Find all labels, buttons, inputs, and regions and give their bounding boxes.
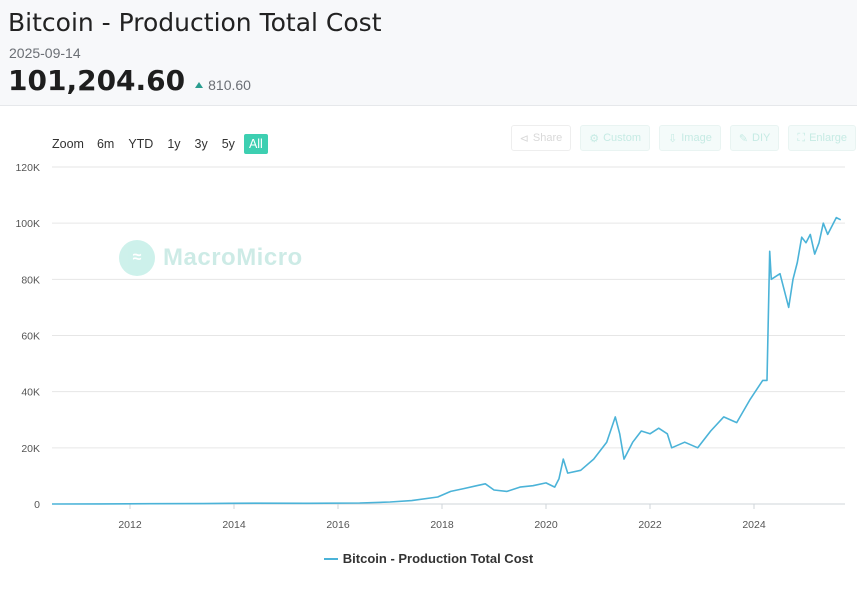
custom-label: Custom — [603, 132, 642, 144]
grid-lines — [52, 166, 845, 505]
series-line — [51, 216, 842, 505]
enlarge-label: Enlarge — [809, 132, 847, 144]
range-selector: Zoom 6m YTD 1y 3y 5y All — [52, 134, 272, 154]
pencil-icon: ✎ — [738, 132, 749, 145]
x-tick-label: 2022 — [638, 519, 662, 531]
diy-button[interactable]: ✎ DIY — [729, 125, 780, 151]
change-amount: 810.60 — [208, 77, 251, 93]
chart-toolbar: ⊲ Share ⚙ Custom ⇩ Image ✎ DIY ⛶ Enlarge — [502, 125, 856, 151]
image-label: Image — [681, 132, 712, 144]
series-group — [51, 216, 842, 505]
enlarge-button[interactable]: ⛶ Enlarge — [788, 125, 856, 151]
range-button-6m[interactable]: 6m — [96, 137, 115, 151]
range-button-5y[interactable]: 5y — [221, 137, 235, 151]
range-button-all[interactable]: All — [243, 134, 268, 154]
y-tick-label: 80K — [21, 274, 40, 286]
watermark: ≈ MacroMicro — [119, 240, 303, 276]
range-button-3y[interactable]: 3y — [194, 137, 208, 151]
x-tick-label: 2014 — [222, 519, 246, 531]
x-axis-ticks: 2012 2014 2016 2018 2020 2022 2024 — [118, 504, 766, 531]
x-tick-label: 2016 — [326, 519, 350, 531]
macromicro-logo-icon: ≈ — [119, 240, 155, 276]
range-button-1y[interactable]: 1y — [167, 137, 181, 151]
zoom-label: Zoom — [52, 137, 84, 151]
latest-value-row: 101,204.60 810.60 — [8, 64, 251, 97]
diy-label: DIY — [752, 132, 771, 144]
legend[interactable]: Bitcoin - Production Total Cost — [0, 551, 857, 566]
image-button[interactable]: ⇩ Image — [659, 125, 721, 151]
x-tick-label: 2024 — [742, 519, 766, 531]
x-tick-label: 2012 — [118, 519, 142, 531]
chart-title: Bitcoin - Production Total Cost — [8, 8, 382, 37]
legend-label: Bitcoin - Production Total Cost — [342, 551, 534, 566]
y-tick-label: 120K — [15, 162, 40, 174]
download-icon: ⇩ — [668, 132, 678, 145]
share-icon: ⊲ — [519, 132, 529, 145]
custom-button[interactable]: ⚙ Custom — [580, 125, 651, 151]
latest-value: 101,204.60 — [8, 64, 186, 97]
chart-header: Bitcoin - Production Total Cost 2025-09-… — [0, 0, 857, 106]
gear-icon: ⚙ — [589, 132, 600, 145]
range-button-ytd[interactable]: YTD — [128, 137, 154, 151]
expand-icon: ⛶ — [797, 131, 806, 144]
y-tick-label: 40K — [21, 387, 40, 399]
share-label: Share — [532, 132, 563, 144]
y-tick-label: 60K — [21, 331, 40, 343]
x-tick-label: 2018 — [430, 519, 454, 531]
x-tick-label: 2020 — [534, 519, 558, 531]
y-axis-ticks: 0 20K 40K 60K 80K 100K 120K — [15, 162, 40, 511]
share-button[interactable]: ⊲ Share — [510, 125, 572, 151]
value-change: 810.60 — [195, 77, 251, 93]
watermark-text: MacroMicro — [163, 244, 303, 271]
y-tick-label: 0 — [34, 499, 40, 511]
legend-swatch — [323, 557, 338, 560]
y-tick-label: 100K — [15, 218, 40, 230]
y-tick-label: 20K — [21, 443, 40, 455]
latest-date: 2025-09-14 — [9, 45, 81, 61]
up-arrow-icon — [195, 82, 204, 88]
